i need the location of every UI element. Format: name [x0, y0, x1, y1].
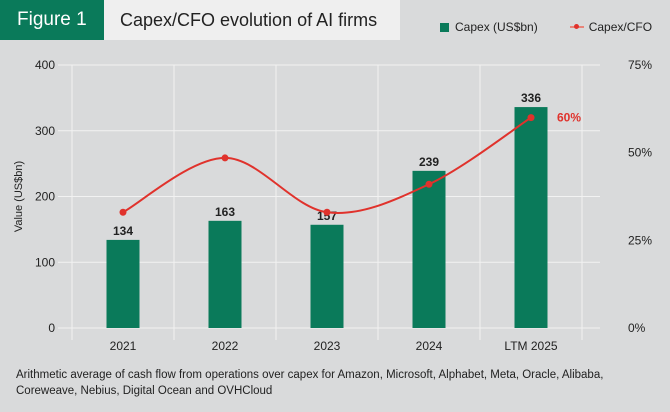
legend-line-swatch [569, 24, 584, 29]
y2-tick-label: 50% [628, 146, 652, 160]
bar-value-label: 163 [215, 205, 235, 219]
y-tick-label: 100 [35, 255, 55, 269]
y-tick-label: 200 [35, 190, 55, 204]
bar [514, 107, 548, 328]
chart-area: 0 100 200 300 400 0% 25% 50% 75% Value (US$bn) 134… [13, 58, 652, 353]
y-tick-label: 400 [35, 58, 55, 72]
line-annotation: 60% [557, 111, 581, 125]
line-point [221, 154, 229, 162]
bar [310, 224, 344, 328]
legend-bar-label: Capex (US$bn) [455, 20, 538, 34]
line-point [527, 114, 535, 122]
bar-value-label: 134 [113, 224, 133, 238]
x-tick-label: 2021 [110, 339, 137, 353]
x-tick-label: 2022 [212, 339, 239, 353]
figure-label: Figure 1 [0, 0, 104, 40]
bar-value-label: 336 [521, 91, 541, 105]
header-bar: Figure 1 Capex/CFO evolution of AI firms [0, 0, 400, 40]
capex-cfo-line [122, 116, 532, 214]
line-point [323, 208, 331, 216]
chart-caption: Arithmetic average of cash flow from ope… [16, 369, 604, 397]
y2-tick-label: 25% [628, 233, 652, 247]
y-tick-label: 0 [48, 321, 55, 335]
legend-bar-swatch [440, 22, 449, 32]
x-tick-label: LTM 2025 [504, 339, 557, 353]
y-tick-label: 300 [35, 124, 55, 138]
x-tick-label: 2023 [314, 339, 341, 353]
bar [412, 170, 446, 328]
bar [208, 220, 242, 328]
chart-title: Capex/CFO evolution of AI firms [120, 10, 378, 30]
y2-tick-label: 75% [628, 58, 652, 72]
x-tick-label: 2024 [416, 339, 443, 353]
y2-tick-label: 0% [628, 321, 646, 335]
bar [106, 239, 140, 328]
line-point [425, 180, 433, 188]
line-point [119, 208, 127, 216]
legend-line-label: Capex/CFO [588, 20, 653, 34]
legend: Capex (US$bn) Capex/CFO [440, 20, 652, 34]
y-axis-label: Value (US$bn) [13, 161, 25, 232]
bar-value-label: 239 [419, 155, 439, 169]
